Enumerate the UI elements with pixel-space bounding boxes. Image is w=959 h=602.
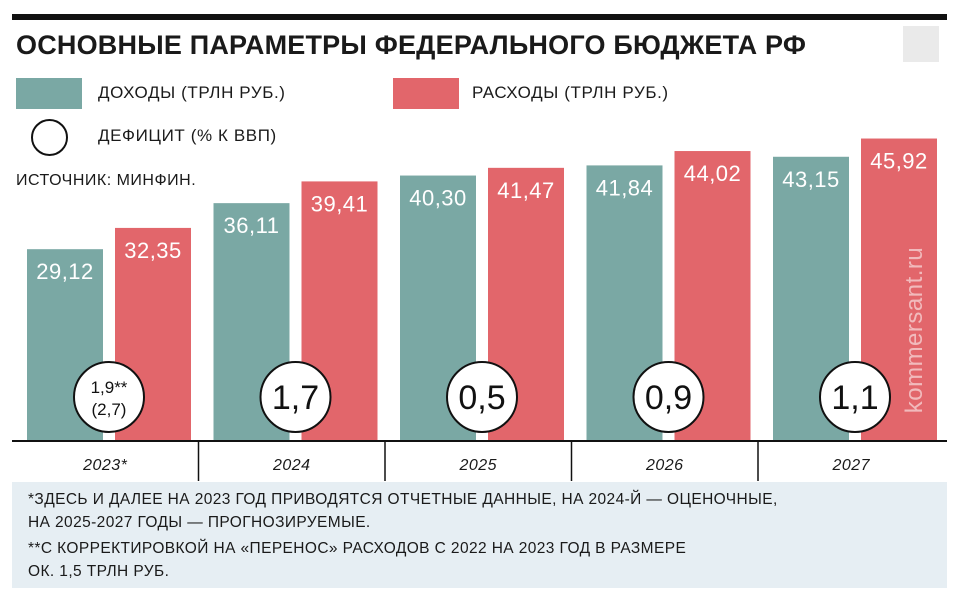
expenses-value-label: 39,41: [311, 191, 369, 216]
deficit-adjusted-label: (2,7): [92, 400, 127, 419]
x-tick-label: 2023*: [82, 457, 128, 474]
bar-chart: 29,12 32,35 1,9** (2,7) 2023* 36,11 39,41 1,7 20…: [12, 138, 947, 481]
source-note: ИСТОЧНИК: МИНФИН.: [16, 172, 197, 189]
watermark: kommersant.ru: [901, 246, 928, 414]
chart-title: ОСНОВНЫЕ ПАРАМЕТРЫ ФЕДЕРАЛЬНОГО БЮДЖЕТА …: [16, 30, 807, 60]
legend-expenses-swatch: [393, 78, 459, 109]
deficit-circle: [73, 361, 145, 433]
deficit-circle: [819, 361, 891, 433]
expand-icon[interactable]: [903, 26, 939, 62]
deficit-circle: [632, 361, 705, 433]
top-rule: [12, 14, 947, 20]
expenses-value-label: 44,02: [684, 161, 742, 186]
legend-expenses-label: РАСХОДЫ (ТРЛН РУБ.): [472, 83, 669, 102]
legend-deficit-label: ДЕФИЦИТ (% К ВВП): [98, 126, 277, 145]
deficit-circle: [446, 361, 518, 433]
income-value-label: 40,30: [409, 186, 467, 211]
income-value-label: 41,84: [596, 175, 654, 200]
deficit-value-label: 1,1: [831, 379, 878, 417]
x-tick-label: 2025: [458, 457, 497, 474]
income-value-label: 29,12: [36, 259, 94, 284]
expenses-value-label: 41,47: [497, 178, 555, 203]
x-tick-label: 2026: [645, 457, 684, 474]
deficit-value-label: 1,7: [272, 379, 319, 417]
footnote-line: ОК. 1,5 ТРЛН РУБ.: [28, 563, 170, 580]
legend-income-label: ДОХОДЫ (ТРЛН РУБ.): [98, 83, 286, 102]
footnote-line: *ЗДЕСЬ И ДАЛЕЕ НА 2023 ГОД ПРИВОДЯТСЯ ОТ…: [28, 491, 778, 508]
expenses-value-label: 32,35: [124, 238, 182, 263]
deficit-circle: [259, 361, 332, 433]
legend-income-swatch: [16, 78, 82, 109]
x-tick-label: 2024: [272, 457, 311, 474]
footnotes-panel: *ЗДЕСЬ И ДАЛЕЕ НА 2023 ГОД ПРИВОДЯТСЯ ОТ…: [12, 482, 947, 588]
income-value-label: 43,15: [782, 167, 840, 192]
deficit-value-label: 1,9**: [91, 378, 128, 397]
deficit-value-label: 0,5: [458, 379, 505, 417]
legend-deficit-circle: [31, 119, 68, 156]
expenses-value-label: 45,92: [870, 149, 928, 174]
deficit-value-label: 0,9: [645, 379, 692, 417]
footnote-line: НА 2025-2027 ГОДЫ — ПРОГНОЗИРУЕМЫЕ.: [28, 514, 371, 531]
x-tick-label: 2027: [831, 457, 870, 474]
income-value-label: 36,11: [224, 213, 280, 238]
footnote-line: **С КОРРЕКТИРОВКОЙ НА «ПЕРЕНОС» РАСХОДОВ…: [28, 540, 687, 557]
